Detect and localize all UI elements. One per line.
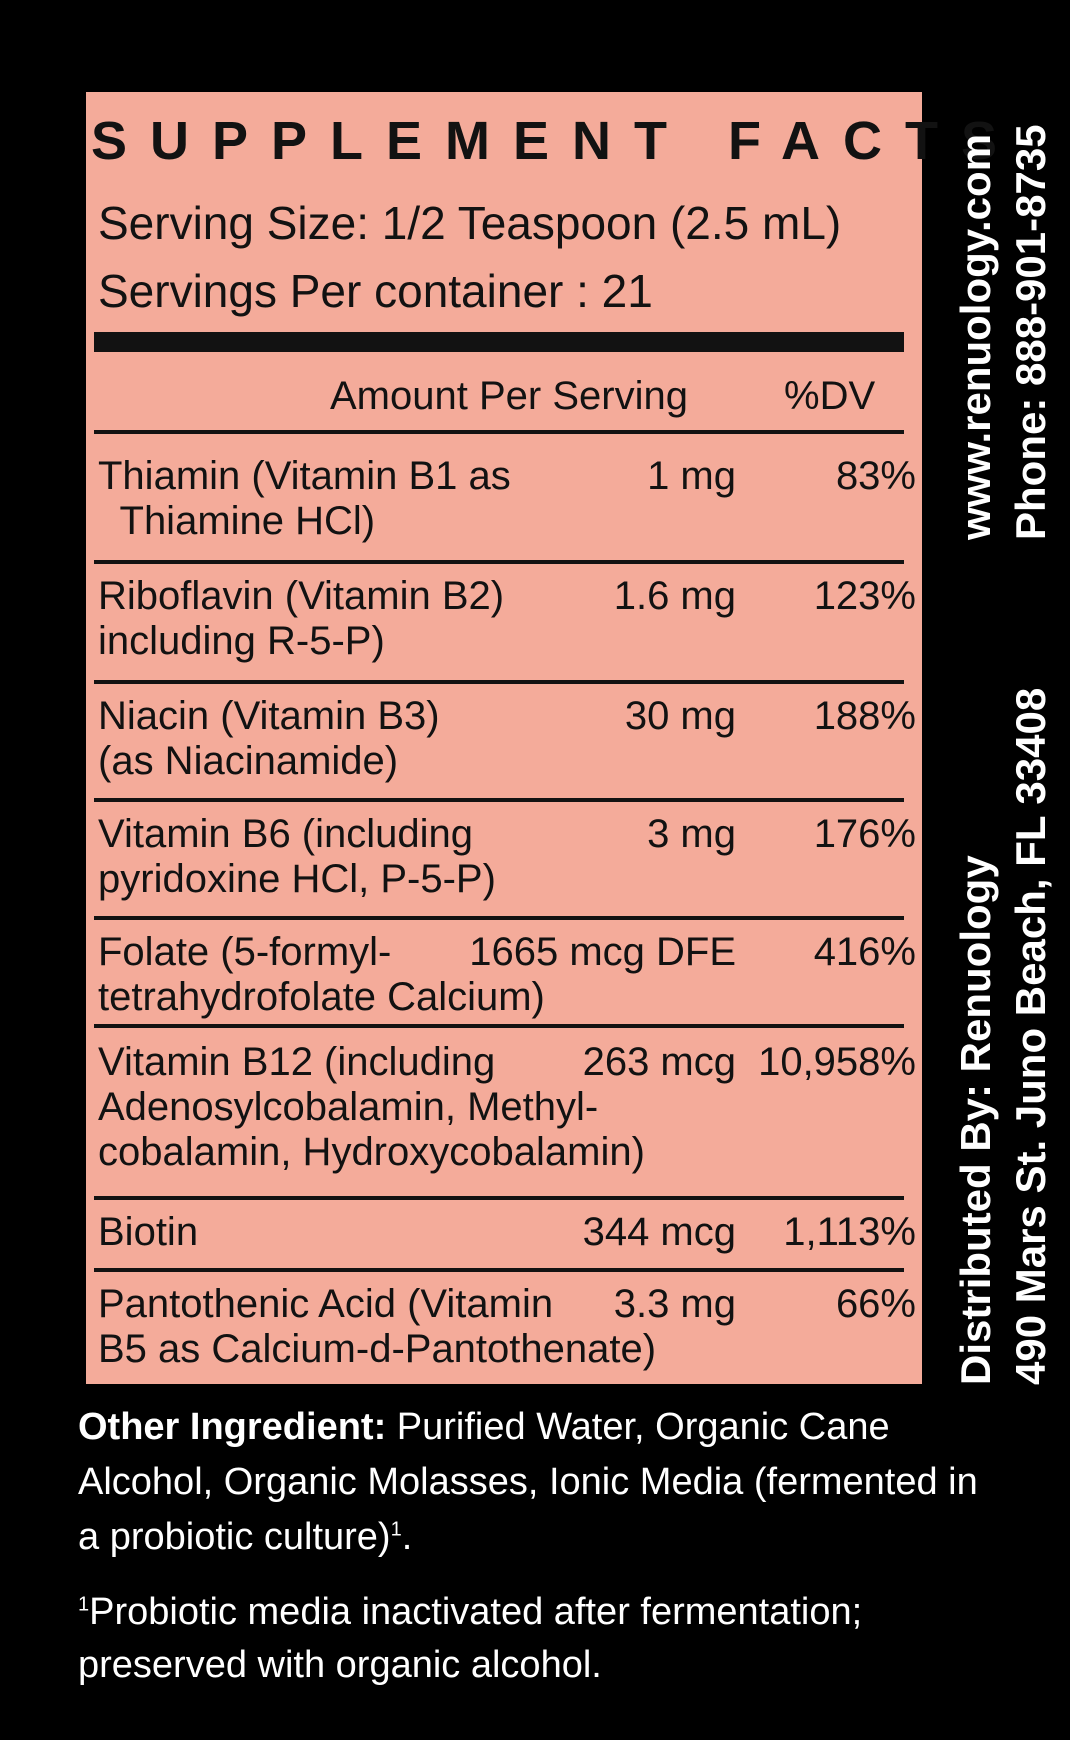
other-ingredients-text: Purified Water, Organic Cane Alcohol, Or… [78,1406,978,1558]
row-divider [94,1268,904,1272]
address-text: 490 Mars St. Juno Beach, FL 33408 [1007,687,1054,1385]
row-divider [94,680,904,684]
nutrient-amount: 1665 mcg DFE [469,930,736,974]
phone-text: Phone: 888-901-8735 [1007,124,1054,540]
nutrient-name: Pantothenic Acid (Vitamin B5 as Calcium-… [98,1282,657,1371]
website-text: www.renuology.com [952,133,999,540]
nutrient-dv: 188% [813,694,916,738]
other-ingredients-heading: Other Ingredient: [78,1406,387,1448]
row-divider [94,1024,904,1028]
nutrient-dv: 123% [813,574,916,618]
nutrient-name: Vitamin B6 (including pyridoxine HCl, P-… [98,812,496,901]
serving-size: Serving Size: 1/2 Teaspoon (2.5 mL) [98,197,842,249]
row-divider [94,560,904,564]
other-ingredients-footnote-mark: 1 [390,1518,402,1541]
nutrient-dv: 1,113% [783,1210,916,1254]
thick-divider [94,332,904,352]
nutrient-amount: 344 mcg [582,1210,736,1254]
supplement-facts-panel: SUPPLEMENT FACTS Serving Size: 1/2 Teasp… [86,92,997,1384]
nutrient-amount: 263 mcg [582,1040,736,1084]
nutrient-name: Thiamin (Vitamin B1 as Thiamine HCl) [98,454,511,543]
footnote: 1Probiotic media inactivated after ferme… [78,1586,1038,1692]
other-ingredients: Other Ingredient: Purified Water, Organi… [78,1400,978,1565]
nutrient-dv: 83% [835,454,916,498]
dv-header: %DV [784,374,876,418]
nutrient-name: Riboflavin (Vitamin B2) including R-5-P) [98,574,505,663]
row-divider [94,798,904,802]
nutrient-amount: 3.3 mg [613,1282,736,1326]
servings-per-container: Servings Per container : 21 [98,265,653,317]
nutrient-dv: 66% [835,1282,916,1326]
row-divider [94,916,904,920]
nutrient-amount: 1 mg [647,454,736,498]
distributor-text: Distributed By: Renuology [952,855,999,1385]
amount-per-serving-header: Amount Per Serving [330,374,688,418]
nutrient-name: Vitamin B12 (including Adenosylcobalamin… [98,1040,645,1174]
footnote-mark: 1 [78,1593,90,1616]
nutrient-amount: 1.6 mg [613,574,736,618]
nutrient-dv: 416% [813,930,916,974]
nutrient-name: Niacin (Vitamin B3) (as Niacinamide) [98,694,440,783]
nutrient-name: Folate (5-formyl- tetrahydrofolate Calci… [98,930,545,1019]
facts-title: SUPPLEMENT FACTS [91,111,1021,171]
other-ingredients-end: . [401,1516,413,1558]
header-divider [94,430,904,434]
nutrient-amount: 30 mg [624,694,736,738]
nutrient-name: Biotin [98,1210,199,1254]
nutrient-amount: 3 mg [647,812,736,856]
nutrient-dv: 10,958% [758,1040,916,1084]
row-divider [94,1196,904,1200]
nutrient-dv: 176% [813,812,916,856]
footnote-text: Probiotic media inactivated after fermen… [78,1591,863,1686]
